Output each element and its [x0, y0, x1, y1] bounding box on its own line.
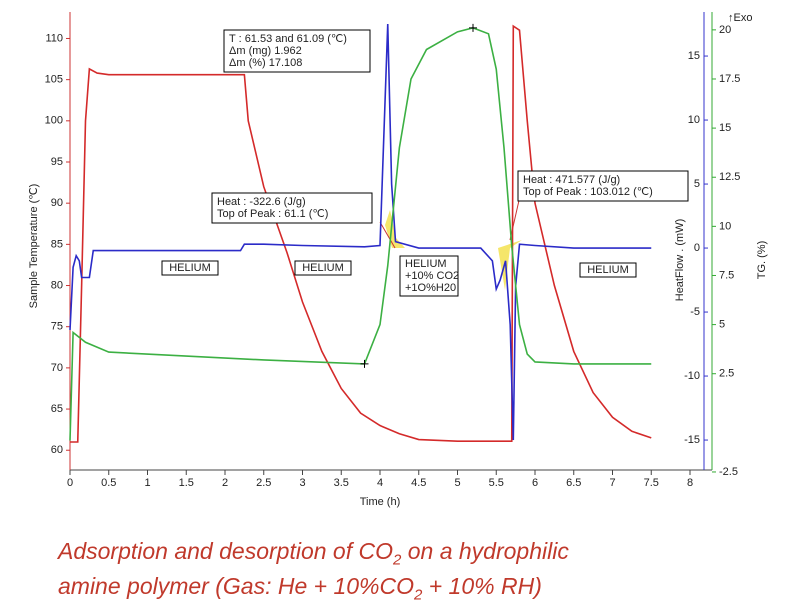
annotation-box	[211, 192, 373, 224]
y3-tick-label: 20	[719, 24, 731, 36]
exo-label: ↑Exo	[728, 12, 752, 24]
y-tick-label: 75	[51, 321, 63, 333]
x-tick-label: 5	[454, 477, 460, 489]
desorption-peak-area	[498, 240, 522, 290]
caption-line: amine polymer (Gas: He + 10%CO2 + 10% RH…	[58, 573, 542, 604]
gas-box	[399, 255, 459, 297]
y-tick-label: 80	[51, 279, 63, 291]
caption-sub: 2	[414, 586, 423, 604]
x-tick-label: 6	[532, 477, 538, 489]
y2-tick-label: -10	[684, 370, 700, 382]
annotation-text: Δm (mg) 1.962	[229, 45, 302, 57]
pointer	[509, 195, 521, 241]
gas-box	[161, 260, 219, 276]
annotation-text: Δm (%) 17.108	[229, 57, 302, 69]
x-tick-label: 0.5	[101, 477, 116, 489]
annotation-text: T : 61.53 and 61.09 (℃)	[229, 33, 347, 45]
caption-text: + 10% RH)	[422, 573, 542, 599]
y3-tick-label: 15	[719, 122, 731, 134]
y2-tick-label: 10	[688, 114, 700, 126]
x-tick-label: 2	[222, 477, 228, 489]
series-line	[69, 24, 652, 441]
y2-tick-label: 0	[694, 242, 700, 254]
y-tick-label: 110	[45, 32, 63, 44]
gas-label: +1O%H20	[405, 282, 456, 294]
x-tick-label: 2.5	[256, 477, 271, 489]
x-tick-label: 3.5	[334, 477, 349, 489]
y3-tick-label: 17.5	[719, 73, 740, 85]
y2-axis-title: HeatFlow . (mW)	[674, 219, 686, 302]
y-tick-label: 90	[51, 197, 63, 209]
x-tick-label: 6.5	[566, 477, 581, 489]
series-line	[69, 27, 652, 441]
y-tick-label: 105	[45, 74, 63, 86]
y2-tick-label: -5	[690, 306, 700, 318]
x-tick-label: 7	[609, 477, 615, 489]
gas-label: HELIUM	[405, 258, 447, 270]
x-tick-label: 8	[687, 477, 693, 489]
annotation-text: Heat : 471.577 (J/g)	[523, 174, 620, 186]
annotation-box	[517, 170, 689, 202]
caption-text: on a hydrophilic	[401, 538, 569, 564]
gas-box	[579, 262, 637, 278]
y-tick-label: 70	[51, 362, 63, 374]
gas-box	[294, 260, 352, 276]
x-tick-label: 0	[67, 477, 73, 489]
annotation-text: Top of Peak : 61.1 (℃)	[217, 208, 328, 220]
annotation-box	[223, 29, 371, 73]
annotation-text: Heat : -322.6 (J/g)	[217, 196, 306, 208]
y2-tick-label: 15	[688, 50, 700, 62]
x-tick-label: 3	[299, 477, 305, 489]
gas-label: HELIUM	[169, 262, 211, 274]
y3-axis-title: TG. (%)	[756, 241, 768, 280]
y-tick-label: 60	[51, 444, 63, 456]
y3-tick-label: 2.5	[719, 368, 734, 380]
caption-text: amine polymer (Gas: He + 10%CO	[58, 573, 414, 599]
series-line	[70, 24, 652, 443]
y3-tick-label: 5	[719, 319, 725, 331]
y2-tick-label: -15	[684, 434, 700, 446]
caption-line: Adsorption and desorption of CO2 on a hy…	[58, 538, 569, 569]
gas-label: HELIUM	[587, 264, 629, 276]
x-tick-label: 5.5	[489, 477, 504, 489]
y2-tick-label: 5	[694, 178, 700, 190]
x-tick-label: 1.5	[179, 477, 194, 489]
y3-tick-label: 7.5	[719, 269, 734, 281]
y3-tick-label: 12.5	[719, 171, 740, 183]
x-tick-label: 1	[144, 477, 150, 489]
caption-text: Adsorption and desorption of CO	[58, 538, 393, 564]
x-tick-label: 4.5	[411, 477, 426, 489]
y3-tick-label: -2.5	[719, 466, 738, 478]
x-axis-title: Time (h)	[360, 496, 401, 508]
y-tick-label: 85	[51, 238, 63, 250]
annotation-text: Top of Peak : 103.012 (℃)	[523, 186, 653, 198]
y-axis-title: Sample Temperature (℃)	[28, 184, 40, 309]
caption-sub: 2	[392, 551, 402, 569]
gas-label: HELIUM	[302, 262, 344, 274]
y-tick-label: 65	[51, 403, 63, 415]
y-tick-label: 100	[45, 115, 63, 127]
pointer	[379, 221, 396, 249]
gas-label: +10% CO2	[405, 270, 459, 282]
y3-tick-label: 10	[719, 220, 731, 232]
marker	[360, 359, 369, 368]
marker	[469, 23, 477, 32]
x-tick-label: 4	[377, 477, 383, 489]
chart: 0 0.5 1 1.5 2 2.5 3 3.5 4 4.5 5 5.5 6 6.5 7 7.5 8 60 65 70 7…	[28, 12, 768, 508]
y-tick-label: 95	[51, 156, 63, 168]
x-tick-label: 7.5	[644, 477, 659, 489]
